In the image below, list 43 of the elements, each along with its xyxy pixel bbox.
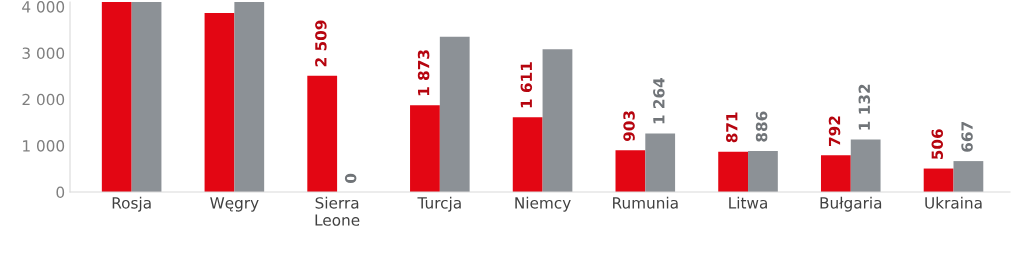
y-tick-label: 3 000 bbox=[22, 47, 65, 59]
bar bbox=[204, 13, 235, 192]
bar bbox=[718, 151, 749, 192]
data-label: 886 bbox=[755, 111, 768, 142]
bar bbox=[923, 168, 954, 192]
data-label: 871 bbox=[726, 112, 738, 143]
x-tick-label: Rumunia bbox=[613, 196, 678, 209]
data-label: 506 bbox=[931, 129, 944, 160]
bar bbox=[512, 117, 543, 192]
data-label: 667 bbox=[961, 122, 973, 152]
bar bbox=[615, 150, 646, 192]
data-label: 2 509 bbox=[315, 20, 327, 67]
bar bbox=[234, 2, 265, 192]
bar bbox=[542, 49, 573, 192]
bar bbox=[307, 75, 338, 192]
x-tick-label: Sierra Leone bbox=[315, 196, 360, 226]
y-tick-label: 4 000 bbox=[22, 1, 65, 13]
bar bbox=[439, 36, 470, 192]
x-tick-label: Niemcy bbox=[515, 196, 571, 212]
data-label: 1 611 bbox=[520, 62, 533, 108]
data-label: 1 132 bbox=[858, 84, 871, 130]
bar bbox=[410, 105, 440, 192]
x-tick-label: Ukraina bbox=[925, 196, 982, 209]
x-tick-label: Bułgaria bbox=[820, 196, 882, 212]
x-tick-label: Węgry bbox=[210, 197, 259, 212]
data-label: 0 bbox=[344, 173, 357, 183]
bar bbox=[850, 139, 881, 192]
x-tick-label: Turcja bbox=[417, 196, 461, 212]
y-tick-label: 1 000 bbox=[23, 140, 65, 152]
data-label: 792 bbox=[828, 116, 841, 146]
bar bbox=[953, 161, 984, 192]
bar bbox=[101, 2, 132, 192]
bar bbox=[131, 2, 162, 192]
y-tick-label: 2 000 bbox=[22, 93, 65, 106]
x-tick-label: Litwa bbox=[729, 196, 767, 209]
bar bbox=[645, 133, 676, 192]
bar bbox=[748, 150, 778, 192]
bar bbox=[820, 155, 851, 192]
y-tick-label: 0 bbox=[56, 186, 65, 199]
data-label: 1 873 bbox=[417, 50, 430, 96]
data-label: 903 bbox=[623, 111, 635, 142]
data-label: 1 264 bbox=[653, 77, 665, 124]
x-tick-label: Rosja bbox=[112, 196, 151, 212]
